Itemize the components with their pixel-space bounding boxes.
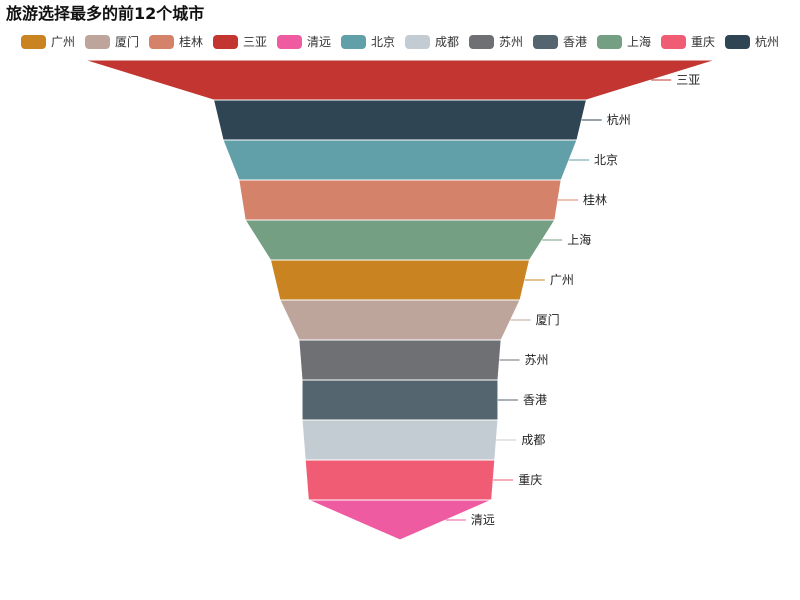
legend-item[interactable]: 杭州 bbox=[725, 33, 779, 51]
legend-item[interactable]: 三亚 bbox=[213, 33, 267, 51]
funnel-label: 成都 bbox=[521, 433, 545, 447]
legend-item[interactable]: 北京 bbox=[341, 33, 395, 51]
funnel-label: 广州 bbox=[550, 273, 574, 287]
funnel-label: 重庆 bbox=[518, 473, 542, 487]
legend-label: 杭州 bbox=[755, 35, 780, 49]
legend-label: 厦门 bbox=[115, 35, 140, 49]
funnel-segment[interactable] bbox=[238, 179, 562, 221]
legend-item[interactable]: 上海 bbox=[597, 33, 651, 51]
funnel-segment[interactable] bbox=[269, 259, 531, 301]
legend-swatch bbox=[405, 35, 430, 49]
funnel-label: 厦门 bbox=[536, 312, 560, 327]
funnel-segment[interactable] bbox=[222, 139, 578, 181]
funnel-label: 香港 bbox=[523, 393, 547, 407]
legend-label: 成都 bbox=[435, 35, 460, 49]
funnel-segment[interactable] bbox=[304, 459, 496, 501]
legend-label: 上海 bbox=[627, 35, 652, 49]
legend-label: 桂林 bbox=[179, 35, 204, 49]
legend-item[interactable]: 厦门 bbox=[85, 33, 139, 51]
legend-label: 三亚 bbox=[243, 35, 268, 49]
legend-item[interactable]: 清远 bbox=[277, 33, 331, 51]
legend-swatch bbox=[597, 35, 622, 49]
funnel-segment[interactable] bbox=[301, 419, 499, 461]
legend-item[interactable]: 香港 bbox=[533, 33, 587, 51]
funnel-label: 上海 bbox=[567, 232, 591, 247]
legend-item[interactable]: 重庆 bbox=[661, 33, 715, 51]
funnel-label: 清远 bbox=[471, 513, 495, 527]
funnel-segment[interactable] bbox=[83, 59, 717, 101]
funnel-segment[interactable] bbox=[279, 299, 521, 341]
legend-item[interactable]: 广州 bbox=[21, 33, 75, 51]
legend-label: 清远 bbox=[307, 35, 332, 49]
funnel-label: 杭州 bbox=[607, 112, 631, 127]
legend: 广州 厦门 桂林 三亚 清远 北京 成都 苏州 香港 上海 重庆 杭州 bbox=[0, 33, 800, 51]
funnel-label: 三亚 bbox=[676, 73, 700, 87]
funnel-label: 北京 bbox=[594, 153, 618, 167]
legend-item[interactable]: 成都 bbox=[405, 33, 459, 51]
legend-label: 北京 bbox=[371, 35, 396, 49]
legend-label: 香港 bbox=[563, 35, 588, 49]
legend-swatch bbox=[533, 35, 558, 49]
funnel-label: 桂林 bbox=[583, 192, 607, 207]
legend-swatch bbox=[341, 35, 366, 49]
legend-item[interactable]: 苏州 bbox=[469, 33, 523, 51]
legend-label: 苏州 bbox=[499, 35, 524, 49]
funnel-segment[interactable] bbox=[212, 99, 588, 141]
legend-swatch bbox=[277, 35, 302, 49]
funnel-segment[interactable] bbox=[301, 379, 499, 421]
legend-swatch bbox=[149, 35, 174, 49]
legend-item[interactable]: 桂林 bbox=[149, 33, 203, 51]
legend-label: 广州 bbox=[51, 35, 76, 49]
legend-swatch bbox=[661, 35, 686, 49]
legend-swatch bbox=[725, 35, 750, 49]
funnel-segment[interactable] bbox=[244, 219, 556, 261]
chart-title: 旅游选择最多的前12个城市 bbox=[6, 4, 205, 23]
legend-swatch bbox=[213, 35, 238, 49]
legend-label: 重庆 bbox=[691, 35, 716, 49]
legend-swatch bbox=[469, 35, 494, 49]
legend-swatch bbox=[85, 35, 110, 49]
legend-swatch bbox=[21, 35, 46, 49]
funnel-segment[interactable] bbox=[298, 339, 502, 381]
funnel-label: 苏州 bbox=[525, 353, 549, 367]
